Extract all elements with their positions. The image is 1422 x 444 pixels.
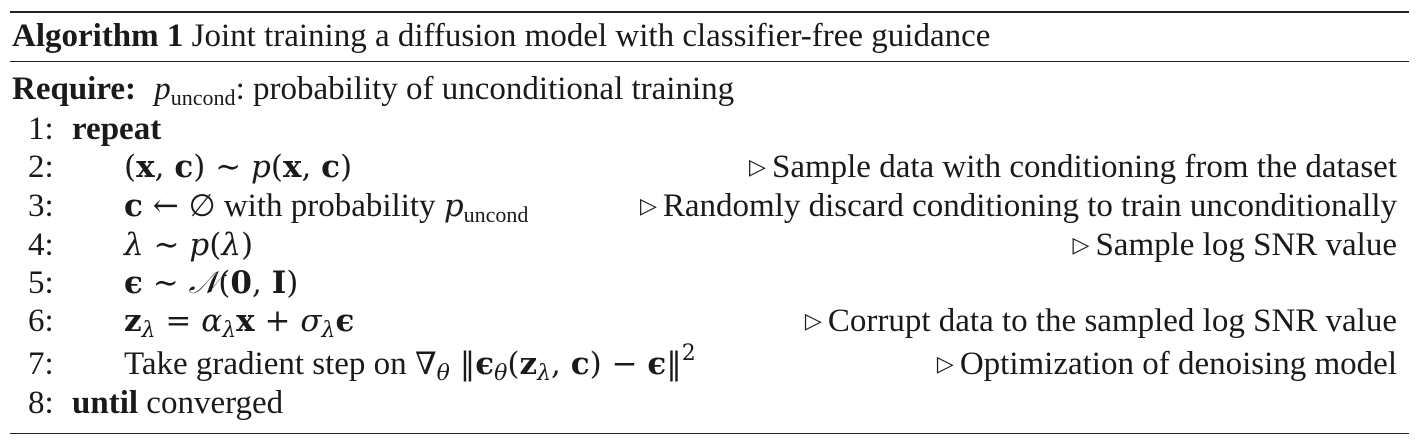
line-4-comment: ▷ Sample log SNR value	[1072, 227, 1397, 263]
require-var-sub: uncond	[170, 85, 236, 110]
triangle-right-icon: ▷	[936, 351, 954, 376]
require-var: p	[154, 71, 171, 107]
algo-line-7: 7: Take gradient step on ∇θ ‖ϵθ(zλ, c) −…	[0, 341, 1422, 386]
line-number: 6:	[28, 303, 54, 339]
corrupt-data-expression: zλ = αλx + σλϵ	[124, 303, 355, 343]
sample-noise-expression: ϵ ∼ 𝒩(0, I)	[124, 265, 299, 301]
triangle-right-icon: ▷	[804, 308, 822, 333]
algo-line-2: 2: (x, c) ∼ p(x, c) ▷ Sample data with co…	[0, 147, 1422, 187]
line-7-comment: ▷ Optimization of denoising model	[936, 346, 1397, 382]
line-number: 4:	[28, 227, 54, 263]
until-statement: until converged	[72, 385, 284, 421]
bottom-rule	[10, 433, 1409, 434]
algorithm-caption: Algorithm 1 Joint training a diffusion m…	[12, 14, 990, 58]
triangle-right-icon: ▷	[639, 193, 657, 218]
line-number: 1:	[28, 111, 54, 147]
line-2-comment: ▷ Sample data with conditioning from the …	[749, 149, 1397, 185]
algo-line-3: 3: c ← ∅ with probability puncond ▷ Rando…	[0, 186, 1422, 226]
require-line: Require: puncond: probability of uncondi…	[0, 69, 1422, 109]
triangle-right-icon: ▷	[1072, 232, 1090, 257]
sample-data-expression: (x, c) ∼ p(x, c)	[124, 149, 353, 185]
line-3-comment: ▷ Randomly discard conditioning to train …	[639, 188, 1397, 224]
algo-line-6: 6: zλ = αλx + σλϵ ▷ Corrupt data to the s…	[0, 301, 1422, 343]
until-keyword: until	[72, 385, 139, 421]
line-number: 5:	[28, 265, 54, 301]
gradient-step-statement: Take gradient step on ∇θ ‖ϵθ(zλ, c) − ϵ‖…	[124, 341, 696, 386]
triangle-right-icon: ▷	[749, 154, 766, 179]
line-6-comment: ▷ Corrupt data to the sampled log SNR val…	[804, 303, 1397, 339]
line-number: 3:	[28, 188, 54, 224]
algo-line-4: 4: λ ∼ p(λ) ▷ Sample log SNR value	[0, 225, 1422, 265]
line-number: 7:	[28, 346, 54, 382]
discard-conditioning-statement: c ← ∅ with probability puncond	[124, 188, 529, 227]
require-keyword: Require:	[12, 71, 137, 107]
algo-line-1: 1: repeat	[0, 109, 1422, 149]
line-number: 2:	[28, 149, 54, 185]
sample-lambda-expression: λ ∼ p(λ)	[124, 227, 254, 263]
top-rule	[10, 11, 1409, 13]
require-text: : probability of unconditional training	[235, 71, 735, 107]
algo-line-8: 8: until converged	[0, 383, 1422, 423]
algorithm-label: Algorithm 1	[12, 18, 184, 54]
algorithm-title: Joint training a diffusion model with cl…	[191, 18, 991, 54]
caption-rule	[10, 61, 1409, 62]
repeat-keyword: repeat	[72, 111, 162, 147]
line-number: 8:	[28, 385, 54, 421]
algo-line-5: 5: ϵ ∼ 𝒩(0, I)	[0, 263, 1422, 303]
